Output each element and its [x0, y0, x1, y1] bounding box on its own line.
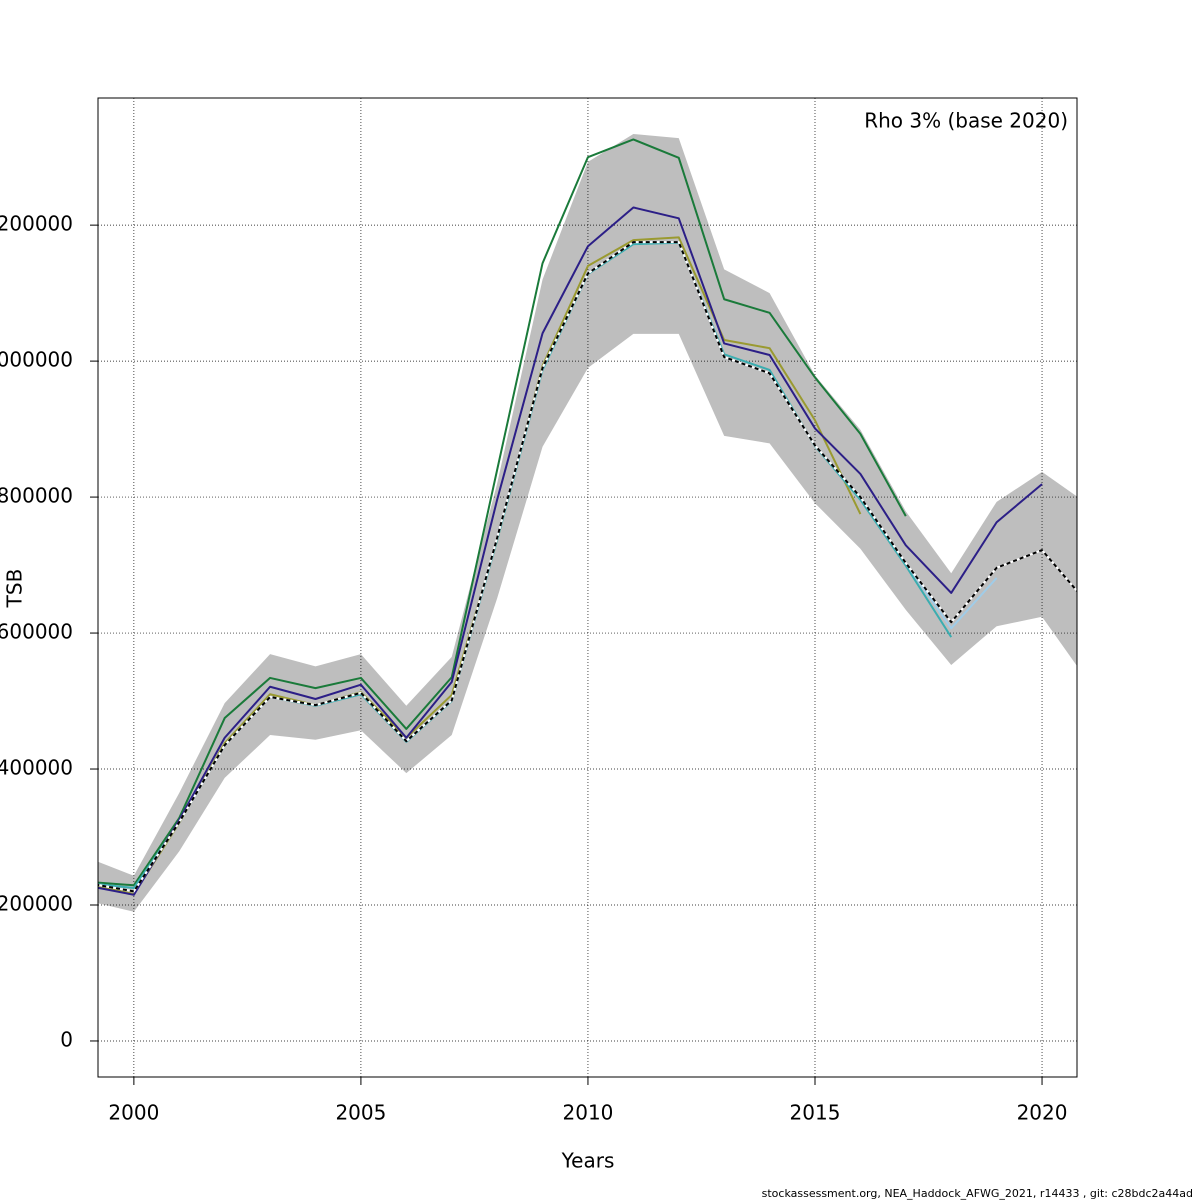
x-tick-label: 2020: [1017, 1101, 1068, 1125]
y-tick-label: 1200000: [0, 212, 73, 236]
x-tick-label: 2000: [108, 1101, 159, 1125]
y-tick-label: 0: [60, 1027, 73, 1051]
y-tick-label: 1000000: [0, 348, 73, 372]
footer: stockassessment.org, NEA_Haddock_AFWG_20…: [762, 1187, 1193, 1200]
y-tick-label: 200000: [0, 891, 73, 915]
x-tick-label: 2015: [790, 1101, 841, 1125]
y-tick-label: 600000: [0, 620, 73, 644]
x-tick-label: 2005: [335, 1101, 386, 1125]
chart-title: Rho 3% (base 2020): [864, 109, 1068, 133]
series-line: [98, 138, 907, 887]
series-line: [98, 241, 953, 889]
y-axis-label: TSB: [3, 569, 27, 609]
plot-area: [98, 98, 1077, 1077]
y-tick-label: 400000: [0, 756, 73, 780]
x-tick-label: 2010: [563, 1101, 614, 1125]
y-tick-label: 800000: [0, 484, 73, 508]
series-line: [98, 241, 1077, 893]
x-axis-label: Years: [561, 1149, 615, 1173]
confidence-band: [98, 134, 1077, 912]
series-line: [98, 206, 1043, 896]
